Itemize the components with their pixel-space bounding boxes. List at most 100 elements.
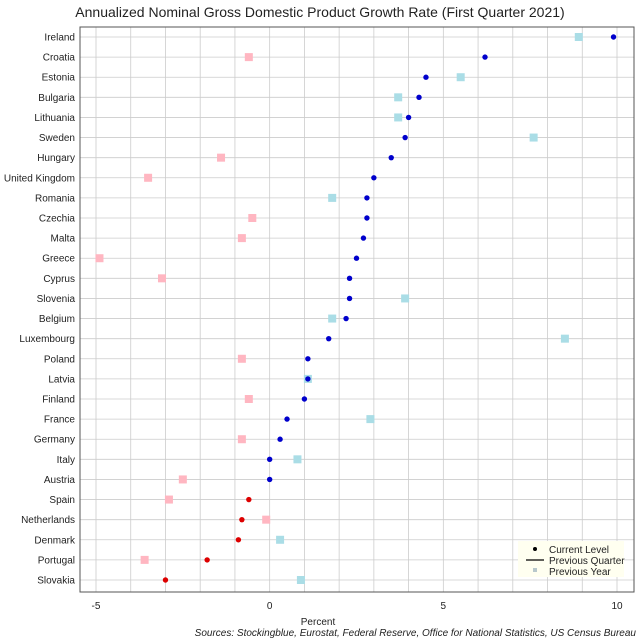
previous-year-point — [237, 234, 246, 243]
previous-year-point — [244, 53, 253, 62]
previous-year-point — [394, 113, 403, 122]
current-level-point — [364, 195, 370, 201]
x-axis-label: Percent — [301, 617, 336, 628]
previous-year-point — [178, 475, 187, 484]
previous-year-point — [237, 354, 246, 363]
current-level-point — [305, 356, 311, 362]
current-level-point — [305, 376, 311, 382]
y-tick-label: Cyprus — [43, 274, 75, 285]
y-tick-label: Luxembourg — [19, 334, 75, 345]
y-tick-label: Malta — [51, 234, 76, 245]
current-level-point — [423, 74, 429, 80]
current-level-point — [266, 476, 273, 483]
previous-year-point — [217, 153, 226, 162]
y-tick-label: Netherlands — [21, 515, 75, 526]
x-tick-labels: -5 0 5 10 — [92, 601, 623, 612]
current-level-point — [402, 134, 408, 141]
current-level-point — [204, 557, 210, 563]
previous-year-point — [262, 515, 271, 524]
current-level-point — [246, 496, 252, 503]
current-level-point — [235, 537, 242, 543]
previous-year-point — [529, 133, 538, 142]
y-tick-label: France — [44, 415, 76, 426]
previous-year-point — [574, 33, 583, 41]
legend-previous-year-label: Previous Year — [549, 567, 611, 578]
y-tick-label: Portugal — [38, 555, 75, 566]
current-level-point — [284, 416, 290, 422]
previous-year-point — [456, 73, 465, 82]
current-level-point — [266, 456, 273, 463]
previous-year-point — [276, 535, 285, 544]
y-tick-label: Croatia — [43, 53, 76, 64]
x-tick-label: -5 — [92, 601, 101, 612]
previous-year-point — [293, 455, 302, 464]
current-level-point — [353, 255, 360, 261]
x-tick-label: 10 — [611, 601, 623, 612]
previous-year-point — [237, 435, 246, 444]
current-level-point — [610, 34, 617, 40]
x-tick-label: 5 — [441, 601, 447, 612]
y-tick-label: Denmark — [34, 535, 76, 546]
y-tick-label: Germany — [34, 435, 75, 446]
y-tick-label: Ireland — [44, 33, 75, 44]
y-tick-label: Czechia — [39, 214, 76, 225]
grid — [80, 27, 634, 592]
source-note: Sources: Stockingblue, Eurostat, Federal… — [195, 628, 637, 639]
previous-year-point — [401, 294, 410, 303]
previous-year-series — [95, 33, 583, 584]
y-tick-label: Greece — [42, 254, 75, 265]
current-level-point — [162, 577, 169, 583]
y-tick-label: Slovenia — [37, 294, 76, 305]
current-level-point — [371, 175, 377, 181]
current-level-point — [346, 295, 353, 302]
legend-current-label: Current Level — [549, 545, 609, 556]
legend-current-marker — [533, 547, 537, 551]
y-tick-label: Austria — [44, 475, 76, 486]
y-tick-label: Belgium — [39, 314, 75, 325]
current-level-point — [405, 114, 412, 121]
previous-year-point — [140, 555, 149, 564]
legend: Current Level Previous Quarter Previous … — [518, 541, 625, 578]
y-tick-labels: Ireland Croatia Estonia Bulgaria Lithuania Sw… — [4, 33, 76, 587]
x-tick-label: 0 — [267, 601, 273, 612]
previous-year-point — [248, 214, 257, 222]
y-tick-label: Slovakia — [37, 576, 75, 587]
previous-year-point — [144, 173, 153, 182]
previous-year-point — [394, 93, 403, 102]
previous-year-point — [328, 193, 337, 202]
current-level-point — [364, 215, 370, 221]
y-tick-label: Romania — [35, 193, 75, 204]
current-level-point — [239, 516, 245, 523]
current-level-point — [277, 436, 283, 442]
y-tick-label: Poland — [44, 354, 75, 365]
current-level-point — [360, 235, 367, 241]
plot-frame — [79, 26, 635, 593]
y-tick-label: Italy — [57, 455, 75, 466]
previous-year-point — [164, 495, 173, 504]
current-level-point — [346, 275, 353, 282]
chart-title: Annualized Nominal Gross Domestic Produc… — [75, 4, 564, 20]
y-tick-label: United Kingdom — [4, 173, 75, 184]
y-tick-label: Sweden — [39, 133, 75, 144]
current-level-point — [301, 396, 308, 402]
previous-year-point — [296, 576, 305, 584]
previous-year-point — [244, 395, 253, 403]
y-tick-label: Latvia — [48, 374, 75, 385]
previous-year-point — [328, 314, 337, 323]
y-tick-label: Spain — [49, 495, 75, 506]
y-tick-label: Hungary — [37, 153, 75, 164]
y-tick-label: Estonia — [42, 73, 76, 84]
previous-year-point — [560, 334, 569, 343]
previous-year-point — [95, 254, 104, 263]
y-tick-label: Bulgaria — [38, 93, 75, 104]
previous-year-point — [157, 274, 166, 283]
current-level-point — [482, 54, 488, 60]
current-level-point — [388, 154, 394, 161]
y-tick-label: Lithuania — [34, 113, 75, 124]
current-level-point — [326, 335, 332, 342]
legend-previous-year-marker — [533, 568, 537, 572]
current-level-series — [162, 34, 617, 583]
y-tick-label: Finland — [42, 395, 75, 406]
current-level-point — [343, 315, 349, 322]
